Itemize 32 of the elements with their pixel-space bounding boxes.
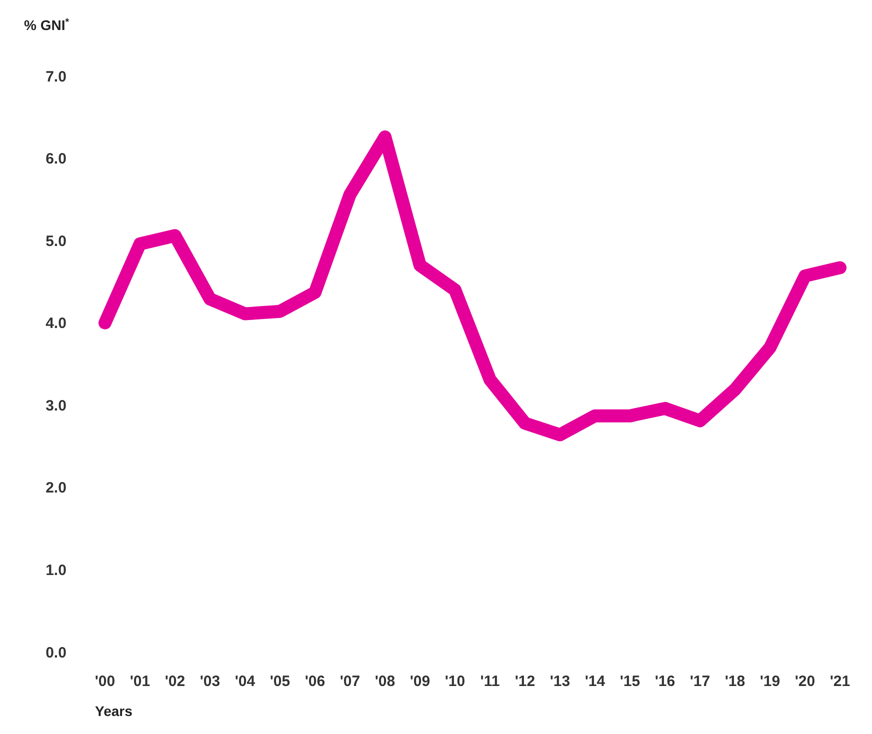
- x-tick-label: '05: [270, 673, 290, 690]
- x-tick-label: '15: [620, 673, 640, 690]
- x-tick-label: '20: [794, 673, 816, 690]
- y-tick-label: 3.0: [46, 397, 66, 414]
- x-tick-label: '01: [130, 673, 150, 690]
- x-tick-label: '07: [340, 673, 360, 690]
- y-tick-label: 6.0: [46, 150, 66, 168]
- y-axis-title: % GNI$^{*}$: [24, 16, 70, 33]
- x-tick-label: '13: [550, 673, 570, 690]
- x-tick-label: '16: [654, 673, 676, 690]
- y-tick-label: 4.0: [46, 315, 66, 332]
- x-tick-label: '09: [410, 673, 430, 690]
- x-tick-label: '10: [444, 673, 466, 690]
- x-tick-label: '19: [760, 673, 780, 690]
- x-tick-label: '08: [374, 673, 396, 690]
- y-tick-label: 7.0: [46, 68, 66, 86]
- x-tick-label: '18: [724, 673, 746, 690]
- y-tick-label: 2.0: [46, 480, 66, 497]
- x-tick-label: '14: [584, 673, 606, 690]
- x-tick-label: '06: [304, 673, 326, 690]
- y-tick-label: 0.0: [46, 644, 66, 662]
- x-tick-label: '17: [690, 673, 710, 690]
- x-axis-title: Years: [95, 703, 133, 719]
- x-tick-label: '11: [480, 673, 500, 690]
- x-tick-label: '03: [200, 673, 220, 690]
- y-tick-label: 1.0: [46, 562, 66, 579]
- x-tick-label: '02: [164, 673, 186, 690]
- y-tick-label: 5.0: [46, 232, 66, 250]
- x-tick-label: '12: [514, 673, 536, 690]
- x-tick-label: '21: [830, 673, 850, 690]
- x-tick-label: '00: [94, 673, 116, 690]
- x-tick-label: '04: [234, 673, 256, 690]
